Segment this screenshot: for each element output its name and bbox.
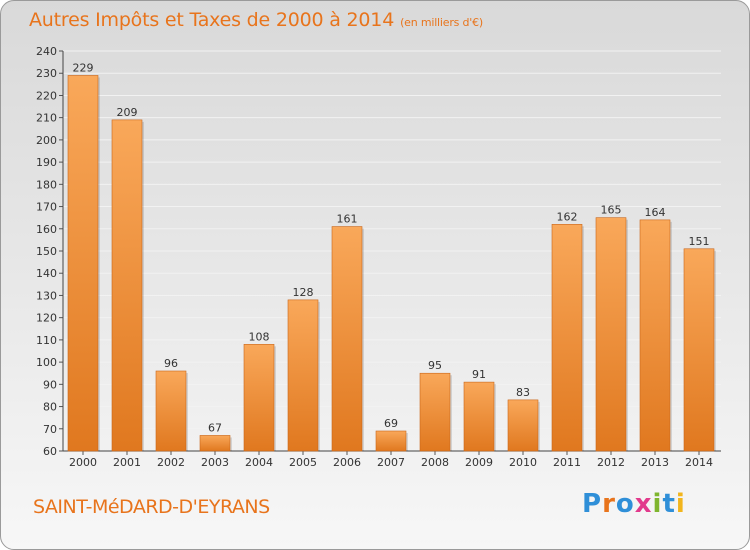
- x-tick-label: 2008: [421, 456, 449, 469]
- commune-name: SAINT-MéDARD-D'EYRANS: [33, 496, 270, 518]
- data-label: 108: [249, 330, 270, 343]
- bar: [551, 224, 583, 452]
- x-tick-label: 2006: [333, 456, 361, 469]
- bars: [67, 75, 716, 452]
- bar: [419, 372, 451, 452]
- y-tick-label: 70: [43, 423, 57, 436]
- bar: [683, 248, 715, 452]
- bar: [331, 226, 363, 452]
- data-label: 209: [117, 106, 138, 119]
- x-tick-label: 2010: [509, 456, 537, 469]
- logo-letter: o: [615, 489, 635, 519]
- y-tick-label: 150: [36, 245, 57, 258]
- data-label: 96: [164, 357, 178, 370]
- y-tick-label: 120: [36, 312, 57, 325]
- y-tick-label: 110: [36, 334, 57, 347]
- chart-title-text: Autres Impôts et Taxes de 2000 à 2014: [29, 9, 395, 31]
- y-tick-label: 60: [43, 445, 57, 458]
- y-tick-label: 190: [36, 156, 57, 169]
- bar: [155, 370, 187, 452]
- data-label: 95: [428, 359, 442, 372]
- data-label: 151: [689, 235, 710, 248]
- logo-letter: t: [662, 489, 676, 519]
- data-label: 162: [557, 210, 578, 223]
- y-tick-label: 140: [36, 267, 57, 280]
- y-tick-label: 230: [36, 67, 57, 80]
- y-tick-label: 130: [36, 289, 57, 302]
- x-tick-label: 2012: [597, 456, 625, 469]
- x-tick-label: 2005: [289, 456, 317, 469]
- data-label: 69: [384, 417, 398, 430]
- y-tick-label: 90: [43, 378, 57, 391]
- x-tick-label: 2009: [465, 456, 493, 469]
- bar: [111, 119, 143, 452]
- logo-letter: r: [602, 489, 616, 519]
- data-label: 164: [645, 206, 666, 219]
- y-tick-label: 170: [36, 201, 57, 214]
- x-tick-label: 2000: [69, 456, 97, 469]
- x-tick-label: 2011: [553, 456, 581, 469]
- bar: [463, 381, 495, 452]
- bar: [595, 217, 627, 452]
- bar: [67, 75, 99, 452]
- logo-letter: i: [675, 489, 686, 519]
- x-tick-label: 2013: [641, 456, 669, 469]
- x-tick-label: 2003: [201, 456, 229, 469]
- x-tick-label: 2002: [157, 456, 185, 469]
- y-tick-label: 240: [36, 45, 57, 58]
- x-tick-label: 2014: [685, 456, 713, 469]
- bar: [243, 344, 275, 452]
- y-tick-label: 210: [36, 112, 57, 125]
- data-label: 161: [337, 213, 358, 226]
- bar: [287, 299, 319, 452]
- bar: [199, 435, 231, 452]
- proxiti-logo[interactable]: Proxiti: [582, 489, 686, 519]
- data-label: 229: [73, 61, 94, 74]
- y-tick-label: 200: [36, 134, 57, 147]
- x-tick-label: 2007: [377, 456, 405, 469]
- data-label: 91: [472, 368, 486, 381]
- chart-title: Autres Impôts et Taxes de 2000 à 2014 (en…: [29, 9, 483, 31]
- logo-letter: x: [634, 489, 653, 519]
- bar: [375, 430, 407, 452]
- labels: 60 70 80 90 100 110 120 130 140 150 160 170 180 190 20…: [36, 45, 713, 469]
- y-tick-label: 80: [43, 401, 57, 414]
- y-tick-label: 220: [36, 89, 57, 102]
- data-label: 128: [293, 286, 314, 299]
- data-label: 165: [601, 204, 622, 217]
- y-tick-label: 180: [36, 178, 57, 191]
- x-tick-label: 2004: [245, 456, 273, 469]
- bar: [639, 219, 671, 452]
- x-tick-label: 2001: [113, 456, 141, 469]
- chart-subtitle: (en milliers d'€): [400, 16, 483, 29]
- y-tick-label: 160: [36, 223, 57, 236]
- y-tick-label: 100: [36, 356, 57, 369]
- bar: [507, 399, 539, 452]
- logo-letter: i: [652, 489, 663, 519]
- logo-letter: P: [582, 489, 603, 519]
- data-label: 83: [516, 386, 530, 399]
- data-label: 67: [208, 421, 222, 434]
